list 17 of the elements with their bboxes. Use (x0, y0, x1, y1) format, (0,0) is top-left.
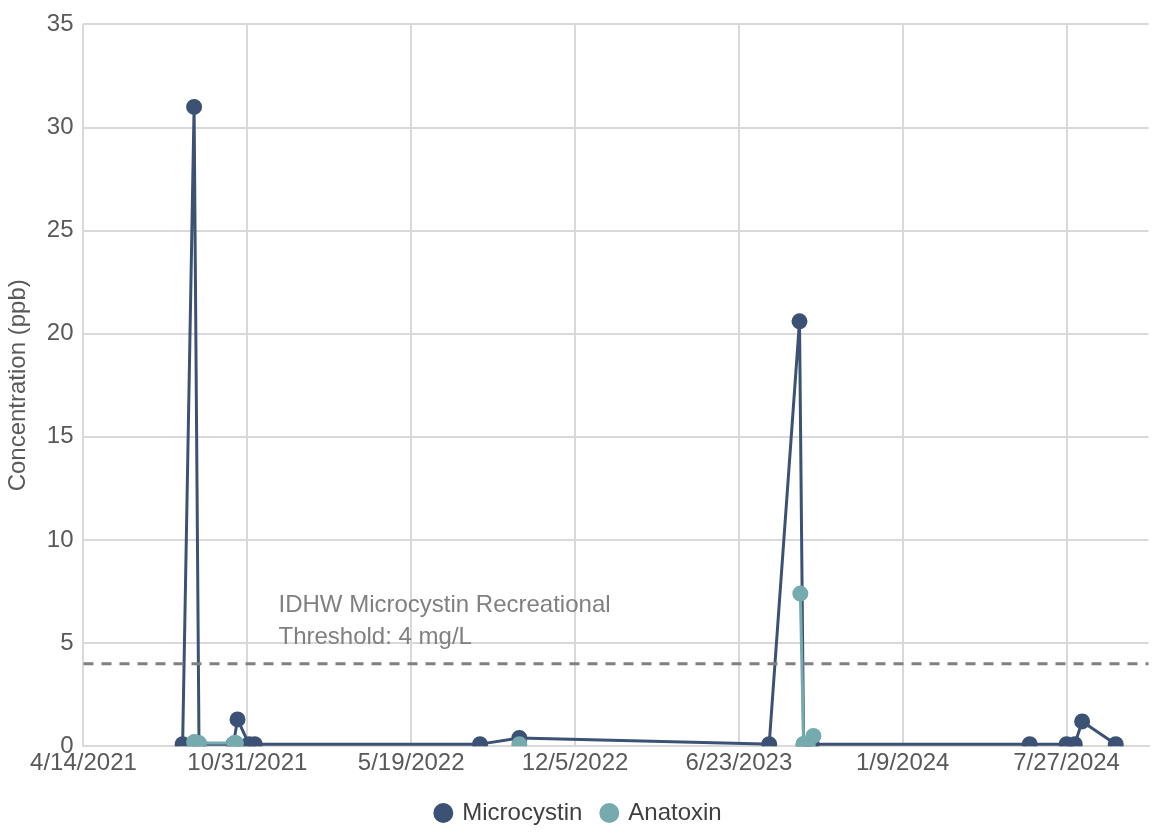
x-tick-label: 10/31/2021 (187, 748, 308, 776)
y-tick-label: 10 (46, 524, 74, 552)
y-tick-label: 20 (46, 318, 74, 346)
x-tick-label: 1/9/2024 (856, 748, 950, 776)
y-tick-label: 25 (46, 215, 74, 243)
y-tick-label: 15 (46, 421, 74, 449)
x-tick-label: 6/23/2023 (685, 748, 793, 776)
legend-label: Anatoxin (628, 797, 722, 825)
y-tick-label: 35 (46, 9, 74, 37)
y-tick-label: 30 (46, 112, 74, 140)
x-tick-label: 5/19/2022 (357, 748, 465, 776)
x-tick-label: 7/27/2024 (1013, 748, 1120, 776)
legend-label: Microcystin (462, 797, 583, 825)
y-axis-title: Concentration (ppb) (3, 279, 31, 492)
ref-line-label: IDHW Microcystin Recreational Threshold: 4 mg/L (278, 589, 611, 649)
x-tick-label: 12/5/2022 (521, 748, 629, 776)
y-tick-label: 5 (60, 627, 74, 655)
